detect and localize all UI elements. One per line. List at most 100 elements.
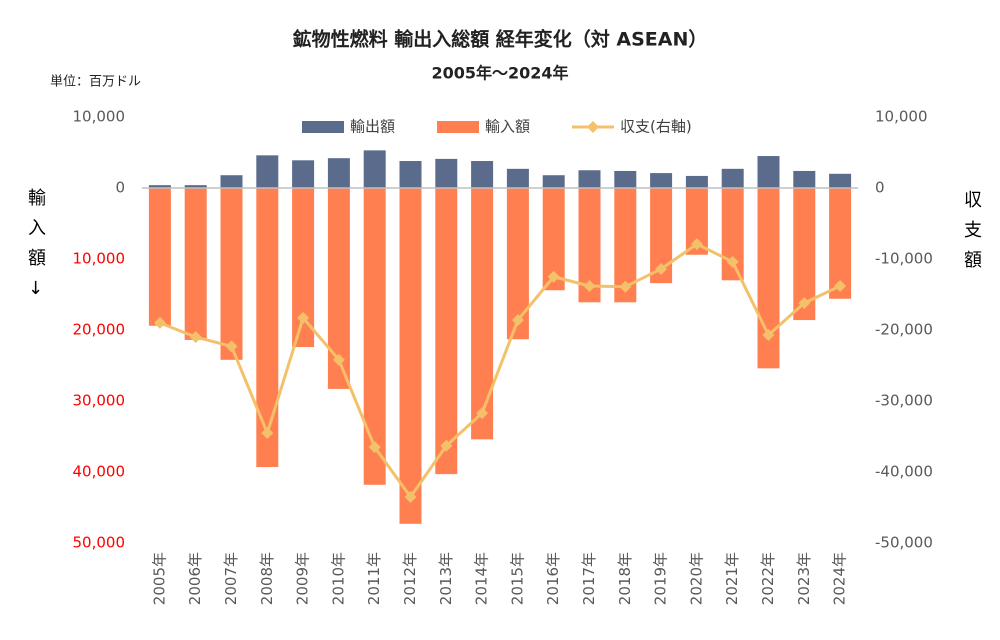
unit-label: 単位：百万ドル [50,74,141,90]
legend-swatch [587,121,599,133]
chart-title: 鉱物性燃料 輸出入総額 経年変化（対 ASEAN） [293,28,708,51]
x-tick-label: 2016年 [544,552,562,605]
bar [542,175,565,188]
bar [757,156,780,188]
legend-label: 輸出額 [350,118,395,136]
y2-tick-label: -50,000 [875,534,933,552]
balance-marker [762,328,775,341]
bar [829,173,852,188]
y-tick-label: 40,000 [73,463,126,481]
legend-label: 収支(右軸) [620,118,692,136]
x-tick-label: 2012年 [401,552,419,605]
bar [471,188,494,440]
bar [184,188,207,340]
bar [399,188,422,524]
bar [793,188,816,321]
x-tick-label: 2019年 [652,552,670,605]
y-tick-label: 10,000 [73,108,126,126]
x-tick-label: 2008年 [258,552,276,605]
bar [506,168,529,188]
balance-marker [189,331,202,344]
balance-marker [404,490,417,503]
balance-marker [225,340,238,353]
x-tick-label: 2009年 [294,552,312,605]
bar [578,170,601,188]
bar [399,161,422,188]
x-tick-label: 2021年 [723,552,741,605]
x-tick-label: 2014年 [473,552,491,605]
balance-marker [798,297,811,310]
bar [685,175,708,188]
bar [757,188,780,369]
y2-axis-label: 収支額 [961,190,982,280]
bar [184,185,207,188]
bar [292,188,315,348]
x-tick-label: 2023年 [795,552,813,605]
bar [721,188,744,281]
x-tick-label: 2022年 [759,552,777,605]
legend-swatch [437,121,479,133]
x-tick-label: 2007年 [222,552,240,605]
balance-marker [583,279,596,292]
balance-line [159,242,841,500]
y2-tick-label: 10,000 [875,108,928,126]
balance-marker [655,262,668,275]
x-tick-label: 2006年 [186,552,204,605]
y2-tick-label: -40,000 [875,463,933,481]
bar [363,150,386,188]
x-tick-label: 2013年 [437,552,455,605]
y-tick-label: 10,000 [73,250,126,268]
x-tick-label: 2005年 [150,552,168,605]
bar [685,188,708,255]
bar [435,188,458,475]
bar [614,170,637,188]
bar [650,188,673,284]
balance-marker [153,316,166,329]
y-tick-label: 30,000 [73,392,126,410]
balance-marker [511,314,524,327]
bar [578,188,601,303]
y-tick-label: 50,000 [73,534,126,552]
balance-marker [332,353,345,366]
chart-subtitle: 2005年～2024年 [431,64,568,83]
x-tick-label: 2017年 [580,552,598,605]
x-tick-label: 2010年 [329,552,347,605]
y2-tick-label: -20,000 [875,321,933,339]
x-tick-label: 2018年 [616,552,634,605]
bar [292,160,315,188]
bar [220,188,243,360]
y-tick-label: 20,000 [73,321,126,339]
balance-marker [619,280,632,293]
bar [148,188,171,326]
bar [506,188,529,340]
bar [435,158,458,188]
balance-marker [368,441,381,454]
x-tick-label: 2011年 [365,552,383,605]
balance-marker [440,439,453,452]
bar [793,170,816,188]
balance-marker [547,270,560,283]
bar [363,188,386,485]
bar [256,155,279,188]
y-tick-label: 0 [115,179,125,197]
bar [614,188,637,303]
y-axis-label: 輸入額↓ [25,188,46,311]
balance-marker [261,426,274,439]
bar [327,158,350,188]
balance-marker [297,311,310,324]
bar [829,188,852,299]
bar [542,188,565,291]
bar [721,168,744,188]
y2-tick-label: -30,000 [875,392,933,410]
x-tick-label: 2024年 [831,552,849,605]
x-tick-label: 2020年 [687,552,705,605]
legend-label: 輸入額 [485,118,530,136]
legend-swatch [302,121,344,133]
y2-tick-label: -10,000 [875,250,933,268]
balance-marker [476,407,489,420]
bar [220,175,243,188]
bar [256,188,279,468]
balance-marker [834,279,847,292]
